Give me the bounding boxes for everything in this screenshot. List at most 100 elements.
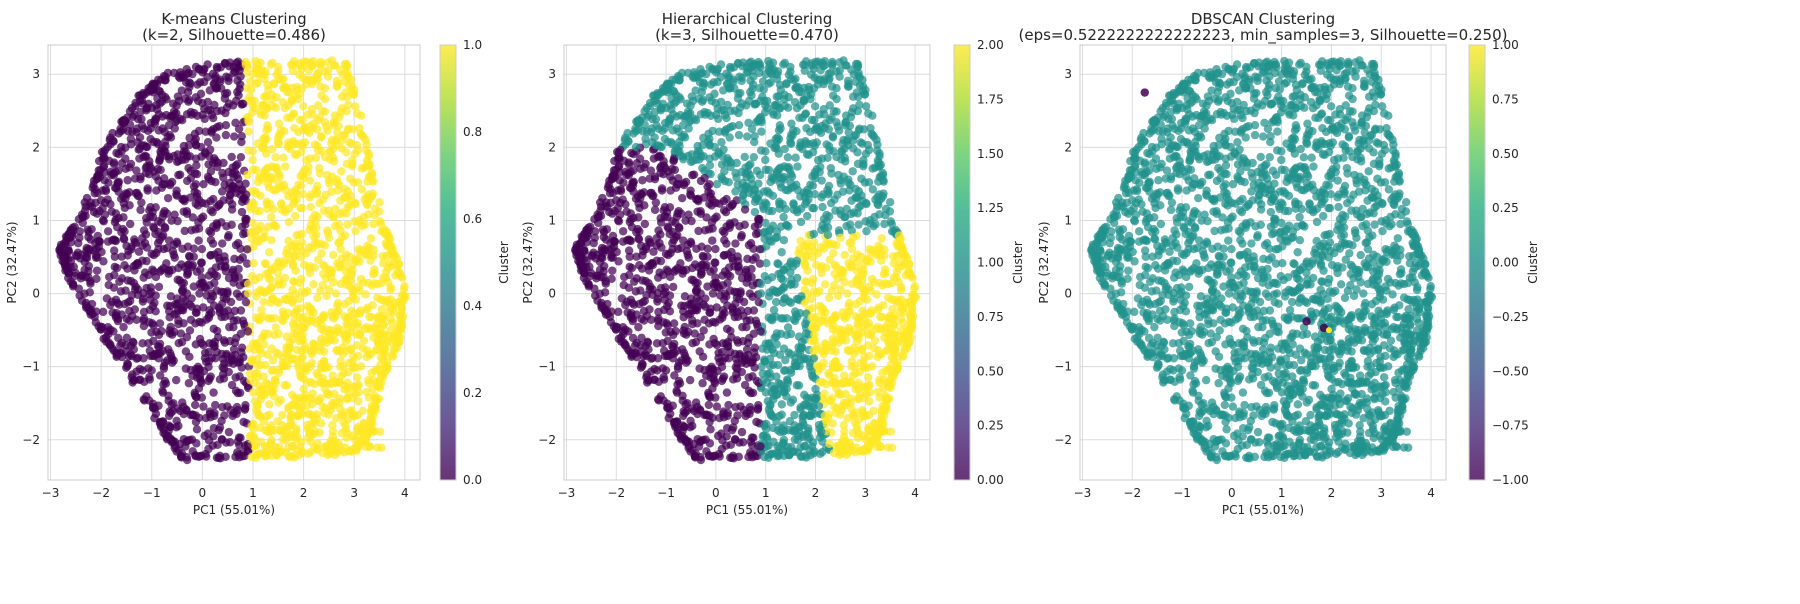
data-point [694,435,702,443]
data-point [797,218,805,226]
data-point [824,190,832,198]
data-point [732,159,740,167]
data-point [755,84,763,92]
data-point [739,406,747,414]
data-point [235,358,243,366]
data-point [244,127,252,135]
data-point [852,185,860,193]
data-point [351,412,359,420]
data-point [832,107,840,115]
data-point [165,326,173,334]
data-point [312,231,320,239]
data-point [351,102,359,110]
data-point [146,306,154,314]
data-point [151,80,159,88]
data-point [810,354,818,362]
data-point [706,305,714,313]
data-point [191,451,199,459]
data-point [692,287,700,295]
data-point [771,287,779,295]
data-point [318,315,326,323]
data-point [178,86,186,94]
data-point [776,121,784,129]
data-point [210,154,218,162]
data-point [307,378,315,386]
data-point [794,343,802,351]
data-point [284,101,292,109]
data-point [633,274,641,282]
data-point [328,136,336,144]
data-point [816,163,824,171]
data-point [146,203,154,211]
data-point [746,289,754,297]
data-point [876,313,884,321]
data-point [352,363,360,371]
data-point [761,147,769,155]
data-point [357,275,365,283]
data-point [268,59,276,67]
data-point [818,154,826,162]
data-point [781,366,789,374]
data-point [719,374,727,382]
data-point [252,454,260,462]
data-point [98,323,106,331]
data-point [351,227,359,235]
data-point [600,228,608,236]
data-point [271,379,279,387]
data-point [848,263,856,271]
data-point [881,279,889,287]
data-point [341,422,349,430]
data-point [239,100,247,108]
data-point [308,77,316,85]
data-point [761,272,769,280]
data-point [93,266,101,274]
data-point [226,312,234,320]
data-point [195,289,203,297]
data-point [371,406,379,414]
data-point [756,171,764,179]
data-point [734,338,742,346]
data-point [213,453,221,461]
data-point [610,207,618,215]
data-point [821,280,829,288]
data-point [256,192,264,200]
data-point [832,95,840,103]
data-point [778,174,786,182]
data-point [123,176,131,184]
data-point [825,440,833,448]
data-point [865,282,873,290]
data-point [176,68,184,76]
data-point [696,207,704,215]
data-point [637,341,645,349]
data-point [304,163,312,171]
data-point [346,191,354,199]
colorbar-tick-label: 0.8 [463,125,482,139]
data-point [196,78,204,86]
data-point [720,206,728,214]
data-point [626,184,634,192]
data-point [223,103,231,111]
data-point [222,131,230,139]
data-point [237,330,245,338]
data-point [354,381,362,389]
data-point [359,133,367,141]
data-point [830,281,838,289]
data-point [379,273,387,281]
data-point [138,241,146,249]
data-point [174,404,182,412]
data-point [202,414,210,422]
data-point [253,237,261,245]
data-point [212,219,220,227]
data-point [346,346,354,354]
data-point [263,121,271,129]
data-point [658,186,666,194]
data-point [236,434,244,442]
data-point [796,101,804,109]
data-point [653,339,661,347]
data-point [808,172,816,180]
data-point [205,311,213,319]
data-point [301,345,309,353]
data-point [747,265,755,273]
data-point [239,230,247,238]
data-point [728,201,736,209]
